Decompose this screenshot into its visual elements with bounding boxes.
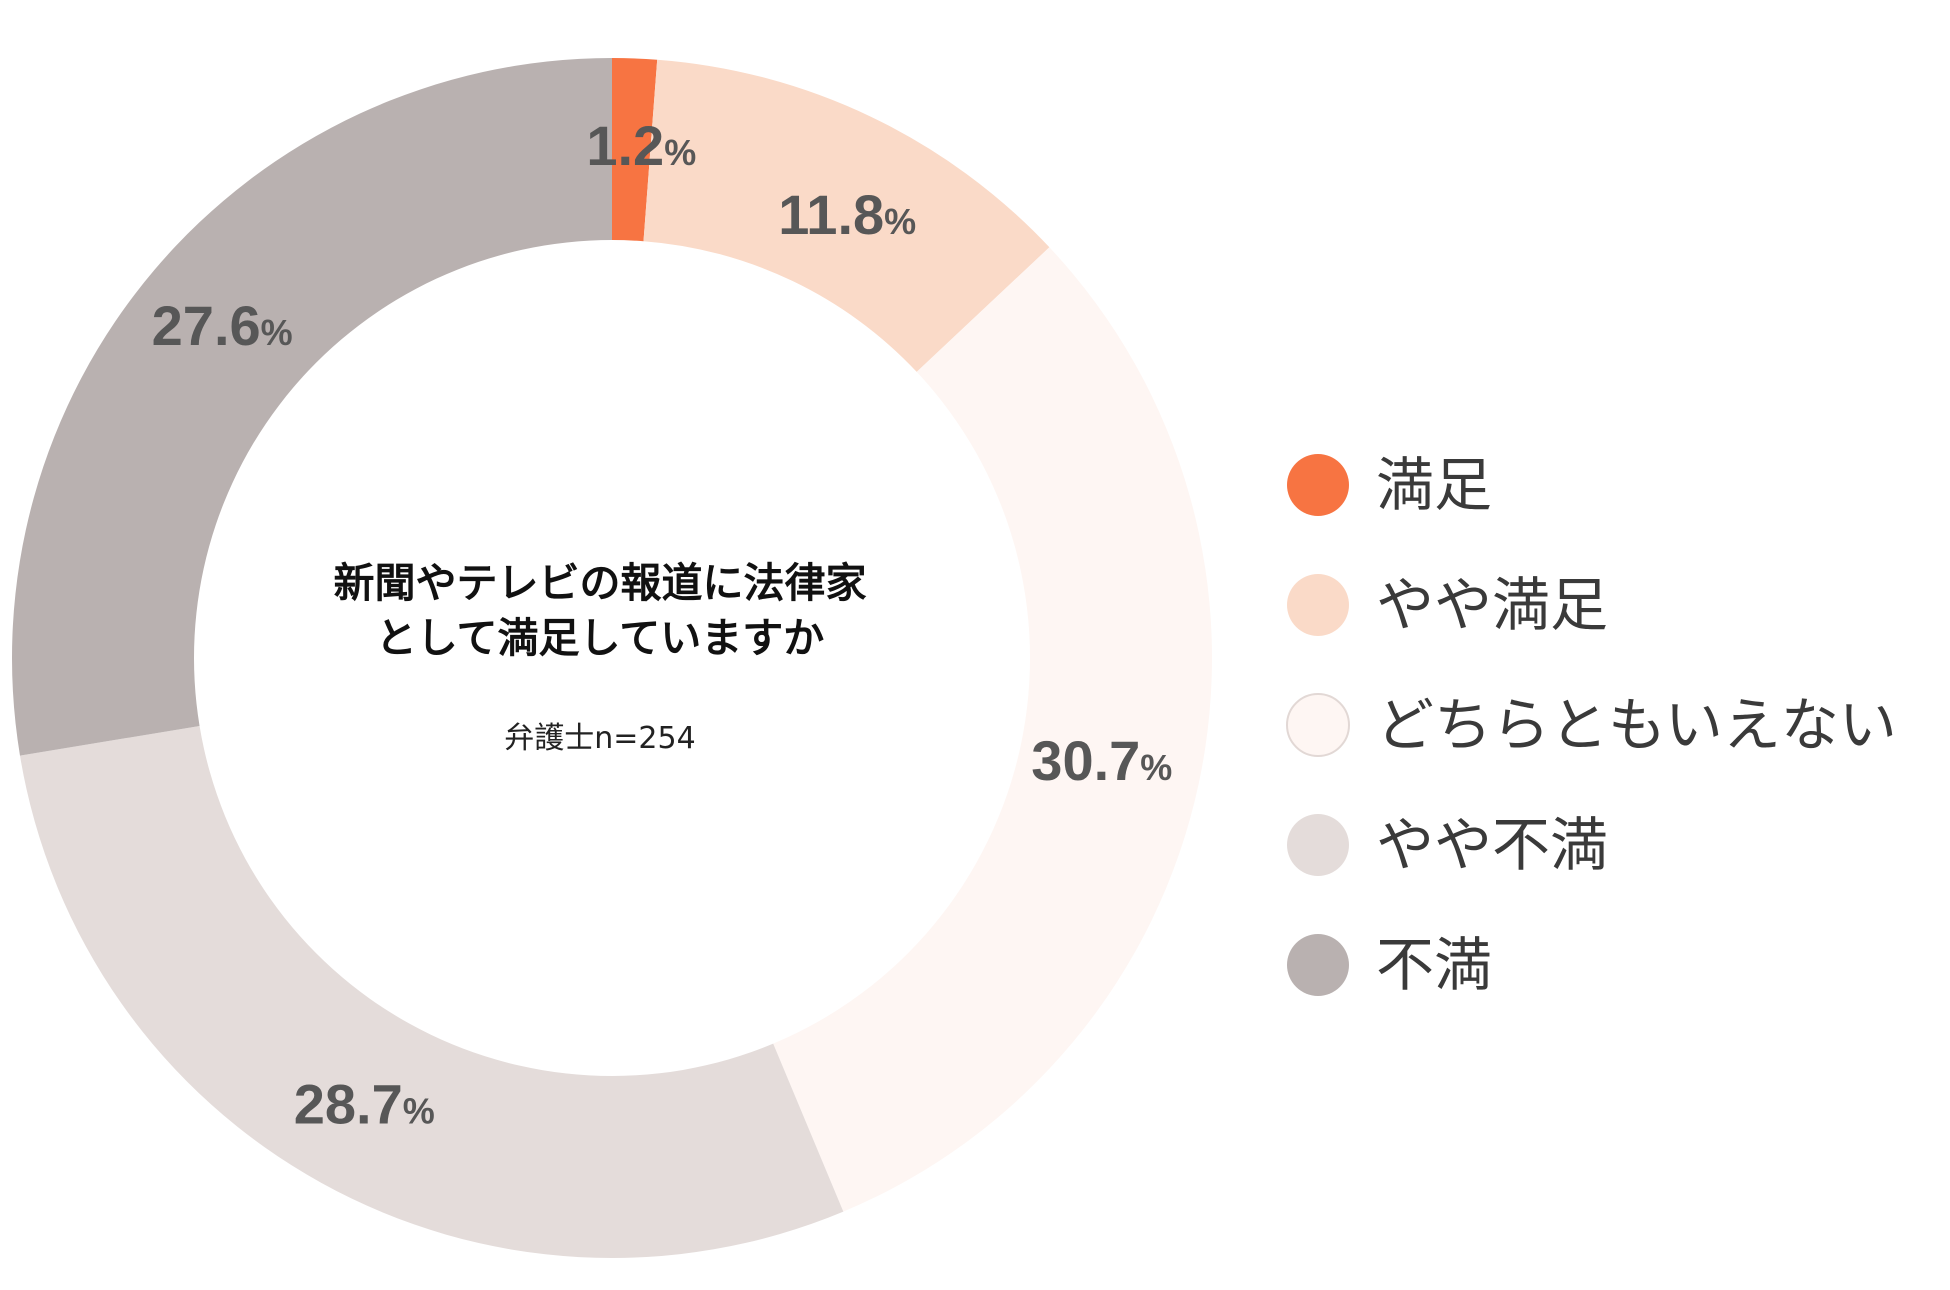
value-label: 27.6% [152,294,293,357]
legend-label: 不満 [1376,931,1492,999]
legend-swatch [1287,934,1349,996]
legend-item: どちらともいえない [1286,691,1897,759]
chart-title-line-2: として満足していますか [376,614,825,662]
donut-slice [773,247,1213,1212]
legend-label: やや不満 [1376,811,1608,879]
legend-swatch [1286,693,1350,757]
chart-title-line-1: 新聞やテレビの報道に法律家 [334,559,867,607]
legend-swatch [1287,814,1349,876]
donut-slices [12,58,1213,1259]
value-label: 28.7% [294,1072,435,1135]
center-text: 新聞やテレビの報道に法律家 として満足していますか 弁護士n=254 [334,559,867,756]
legend-item: 不満 [1287,931,1492,999]
legend-label: 満足 [1376,451,1492,519]
value-label: 30.7% [1031,729,1172,792]
legend-label: どちらともいえない [1376,691,1897,759]
chart-subtitle: 弁護士n=254 [504,721,695,756]
donut-slice [12,58,613,756]
legend-item: やや不満 [1287,811,1608,879]
value-label: 1.2% [586,114,696,177]
donut-slice [612,58,658,242]
value-labels: 1.2% 11.8% 30.7% 28.7% 27.6% [152,114,1173,1135]
legend-swatch [1287,454,1349,516]
legend-item: やや満足 [1287,571,1608,639]
legend-label: やや満足 [1376,571,1608,639]
donut-slice [19,725,844,1259]
legend-item: 満足 [1287,451,1492,519]
donut-slice [643,59,1050,372]
value-label: 11.8% [778,183,916,246]
legend-swatch [1287,574,1349,636]
